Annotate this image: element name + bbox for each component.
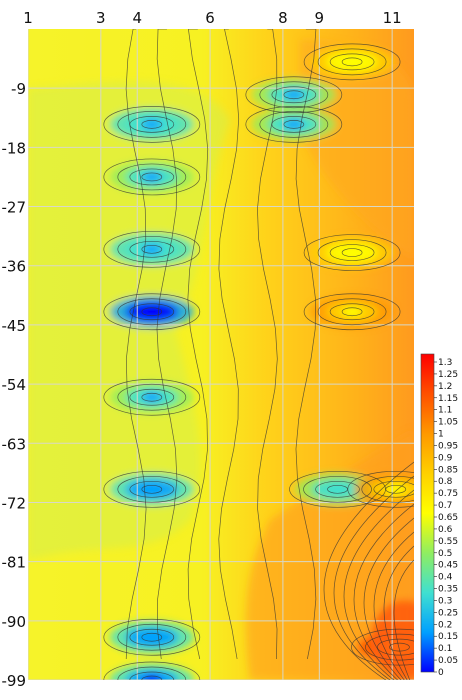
- feature-7: [109, 664, 194, 680]
- colorbar-tick-label: 0.8: [438, 477, 453, 487]
- feature-6: [109, 621, 194, 654]
- colorbar-tick-label: 0.25: [438, 608, 458, 618]
- y-tick-label: -9: [11, 80, 26, 98]
- feature-0: [109, 108, 194, 141]
- colorbar-tick-label: 0.6: [438, 525, 453, 535]
- colorbar-tick-label: 0.9: [438, 453, 453, 463]
- feature-5: [109, 473, 194, 506]
- colorbar-tick-label: 1: [438, 430, 444, 440]
- colorbar-tick-label: 0.2: [438, 620, 452, 630]
- x-tick-label: 11: [383, 9, 402, 27]
- colorbar-tick-label: 1.15: [438, 394, 458, 404]
- x-axis-ticks: 1 3 4 6 8 9 11: [23, 9, 401, 27]
- feature-9: [251, 108, 336, 141]
- contour-lines: [103, 29, 414, 680]
- colorbar-tick-label: 0.55: [438, 537, 458, 547]
- colorbar-scale: [420, 353, 435, 673]
- colorbar-tick-label: 1.2: [438, 382, 452, 392]
- feature-4: [109, 381, 194, 414]
- y-axis-ticks: -9 -18 -27 -36 -45 -54 -63 -72 -81 -90 -99: [2, 80, 27, 690]
- feature-12: [295, 473, 380, 506]
- colorbar-tick-label: 0.85: [438, 465, 458, 475]
- colorbar-tick-label: 1.3: [438, 358, 452, 368]
- colorbar-tick-label: 0.4: [438, 573, 453, 583]
- colorbar-tick-label: 0.35: [438, 585, 458, 595]
- feature-10: [310, 236, 395, 269]
- y-tick-label: -54: [2, 376, 27, 394]
- y-tick-label: -81: [2, 554, 27, 572]
- y-tick-label: -18: [2, 139, 27, 157]
- feature-2: [109, 233, 194, 266]
- colorbar-tick-label: 0.3: [438, 596, 452, 606]
- y-tick-label: -63: [2, 435, 27, 453]
- y-tick-label: -36: [2, 258, 27, 276]
- y-tick-label: -72: [2, 494, 27, 512]
- y-tick-label: -90: [2, 613, 27, 631]
- colorbar-tick-label: 0.75: [438, 489, 458, 499]
- x-tick-label: 3: [96, 9, 106, 27]
- y-tick-label: -99: [2, 672, 27, 690]
- colorbar-tick-label: 0.65: [438, 513, 458, 523]
- x-tick-label: 1: [23, 9, 33, 27]
- colorbar-tick-label: 0.1: [438, 644, 452, 654]
- colorbar-ticks: 1.3 1.25 1.2 1.15 1.1 1.05 10.95 0.9 0.85 0.8 0.75…: [434, 358, 458, 678]
- feature-8: [251, 78, 336, 111]
- x-tick-label: 9: [315, 9, 325, 27]
- feature-1: [109, 160, 194, 193]
- grid-lines: [28, 29, 414, 680]
- feature-11: [310, 295, 395, 328]
- y-tick-label: -27: [2, 199, 27, 217]
- x-tick-label: 8: [278, 9, 288, 27]
- colorbar-tick-label: 0.05: [438, 656, 458, 666]
- colorbar-tick-label: 1.25: [438, 370, 458, 380]
- feature-3: [109, 295, 194, 328]
- feature-14: [310, 45, 395, 78]
- x-tick-label: 4: [132, 9, 142, 27]
- colorbar-tick-label: 1.05: [438, 418, 458, 428]
- colorbar-tick-label: 0.15: [438, 632, 458, 642]
- colorbar-tick-label: 1.1: [438, 406, 452, 416]
- colorbar-tick-label: 0.45: [438, 561, 458, 571]
- colorbar-tick-label: 0: [438, 668, 444, 678]
- colorbar-tick-label: 0.7: [438, 501, 452, 511]
- colorbar-tick-label: 0.95: [438, 441, 458, 451]
- y-tick-label: -45: [2, 317, 27, 335]
- contour-field: [28, 29, 414, 680]
- colorbar-tick-label: 0.5: [438, 549, 452, 559]
- colorbar: [420, 353, 435, 673]
- x-tick-label: 6: [205, 9, 215, 27]
